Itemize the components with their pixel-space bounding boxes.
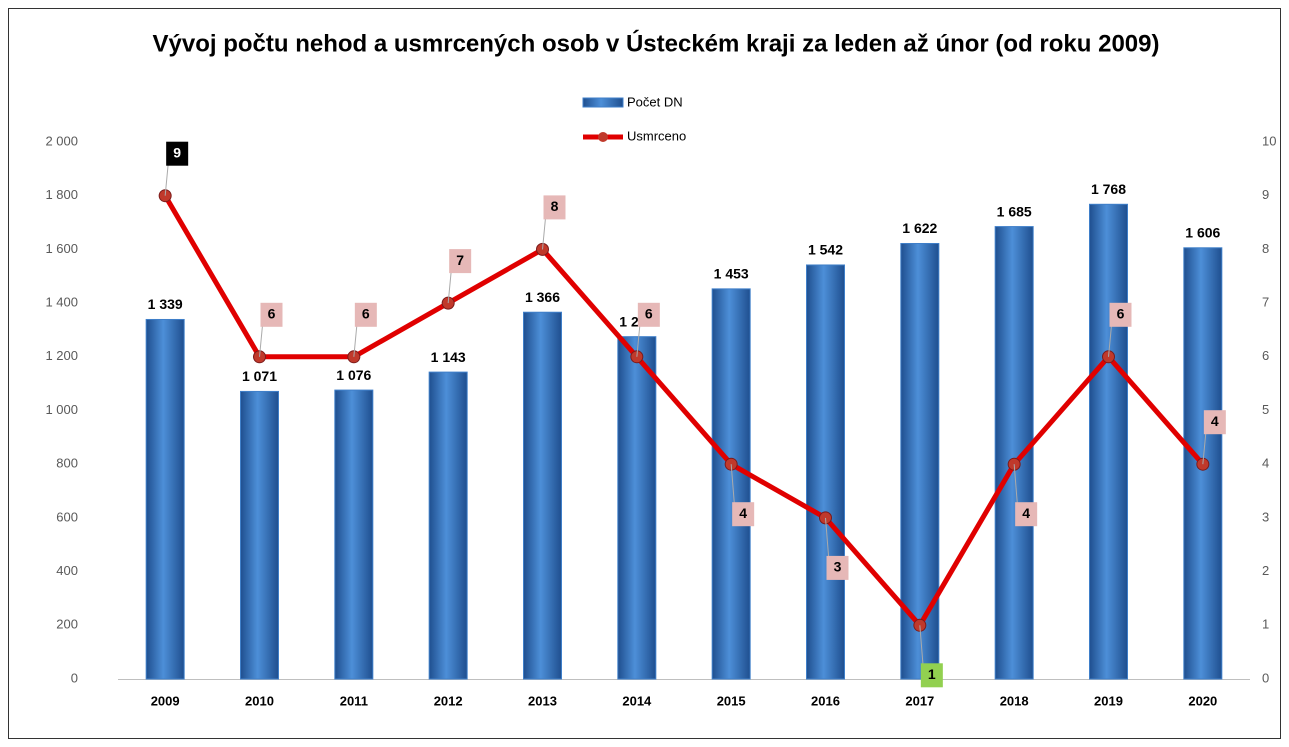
bar xyxy=(428,371,468,680)
bar xyxy=(145,318,185,680)
bar xyxy=(711,288,751,680)
y-tick-label: 800 xyxy=(56,456,78,471)
x-tick-label: 2020 xyxy=(1188,693,1217,708)
bar xyxy=(617,336,657,680)
x-tick-label: 2015 xyxy=(717,693,746,708)
bar-value-label: 1 339 xyxy=(148,296,183,312)
data-label: 7 xyxy=(456,252,464,268)
data-label-box xyxy=(1109,302,1132,327)
bar-value-label: 1 071 xyxy=(242,368,277,384)
bar-value-label: 1 768 xyxy=(1091,181,1126,197)
bar xyxy=(240,390,279,680)
y-tick-label: 600 xyxy=(56,509,78,524)
y-tick-label: 1 800 xyxy=(45,187,78,202)
bar-value-label: 1 366 xyxy=(525,289,560,305)
data-label-box xyxy=(260,302,283,327)
legend-swatch xyxy=(598,132,608,142)
data-label: 8 xyxy=(551,198,559,214)
chart-title: Vývoj počtu nehod a usmrcených osob v Ús… xyxy=(153,29,1160,57)
bar xyxy=(523,311,562,680)
data-label-box xyxy=(826,555,849,580)
y-tick-label: 400 xyxy=(56,563,78,578)
y2-tick-label: 0 xyxy=(1262,670,1269,685)
bar-value-label: 1 076 xyxy=(336,367,371,383)
y2-tick-label: 10 xyxy=(1262,133,1276,148)
y2-tick-label: 7 xyxy=(1262,295,1269,310)
data-label-box xyxy=(732,502,755,527)
data-label: 4 xyxy=(1022,505,1030,521)
data-label-box xyxy=(166,141,189,166)
bar-value-label: 1 685 xyxy=(997,203,1032,219)
data-label: 6 xyxy=(1117,306,1125,322)
x-tick-label: 2010 xyxy=(245,693,274,708)
data-label-box xyxy=(1203,410,1226,435)
y2-tick-label: 8 xyxy=(1262,241,1269,256)
y2-tick-label: 9 xyxy=(1262,187,1269,202)
y2-tick-label: 3 xyxy=(1262,509,1269,524)
data-label: 6 xyxy=(362,306,370,322)
data-label: 4 xyxy=(739,505,747,521)
bar-value-label: 1 143 xyxy=(431,349,466,365)
y-tick-label: 1 600 xyxy=(45,241,78,256)
y2-tick-label: 4 xyxy=(1262,456,1269,471)
data-label: 4 xyxy=(1211,413,1219,429)
bar xyxy=(1089,203,1128,680)
y-tick-label: 2 000 xyxy=(45,133,78,148)
legend-label: Usmrceno xyxy=(627,128,686,143)
data-label-box xyxy=(920,663,943,688)
x-tick-label: 2014 xyxy=(622,693,652,708)
x-tick-label: 2017 xyxy=(905,693,934,708)
y-tick-label: 1 200 xyxy=(45,348,78,363)
data-label-box xyxy=(1015,502,1038,527)
data-label-box xyxy=(637,302,660,327)
x-tick-label: 2011 xyxy=(340,693,368,708)
legend-label: Počet DN xyxy=(627,94,683,109)
frame xyxy=(8,8,1281,739)
x-tick-label: 2019 xyxy=(1094,693,1123,708)
y2-tick-label: 1 xyxy=(1262,617,1269,632)
bar-value-label: 1 606 xyxy=(1185,224,1220,240)
bar xyxy=(806,264,845,680)
x-tick-label: 2012 xyxy=(434,693,463,708)
x-tick-label: 2009 xyxy=(151,693,180,708)
bar-value-label: 1 453 xyxy=(714,266,749,282)
legend-swatch xyxy=(582,97,624,108)
y-tick-label: 1 400 xyxy=(45,295,78,310)
data-label-box xyxy=(354,302,377,327)
x-tick-label: 2018 xyxy=(1000,693,1029,708)
bar-value-label: 1 542 xyxy=(808,242,843,258)
bar xyxy=(334,389,374,680)
y-tick-label: 200 xyxy=(56,617,78,632)
data-label: 3 xyxy=(834,559,842,575)
bar-value-label: 1 622 xyxy=(902,220,937,236)
data-label: 9 xyxy=(173,144,181,160)
y2-tick-label: 2 xyxy=(1262,563,1269,578)
data-label: 6 xyxy=(268,306,276,322)
x-tick-label: 2013 xyxy=(528,693,557,708)
data-label: 1 xyxy=(928,666,936,682)
y2-tick-label: 6 xyxy=(1262,348,1269,363)
x-tick-label: 2016 xyxy=(811,693,840,708)
y-tick-label: 1 000 xyxy=(45,402,78,417)
y-tick-label: 0 xyxy=(71,670,78,685)
y2-tick-label: 5 xyxy=(1262,402,1269,417)
data-label-box xyxy=(449,249,472,274)
data-label-box xyxy=(543,195,566,220)
line xyxy=(163,194,1205,628)
data-label: 6 xyxy=(645,306,653,322)
